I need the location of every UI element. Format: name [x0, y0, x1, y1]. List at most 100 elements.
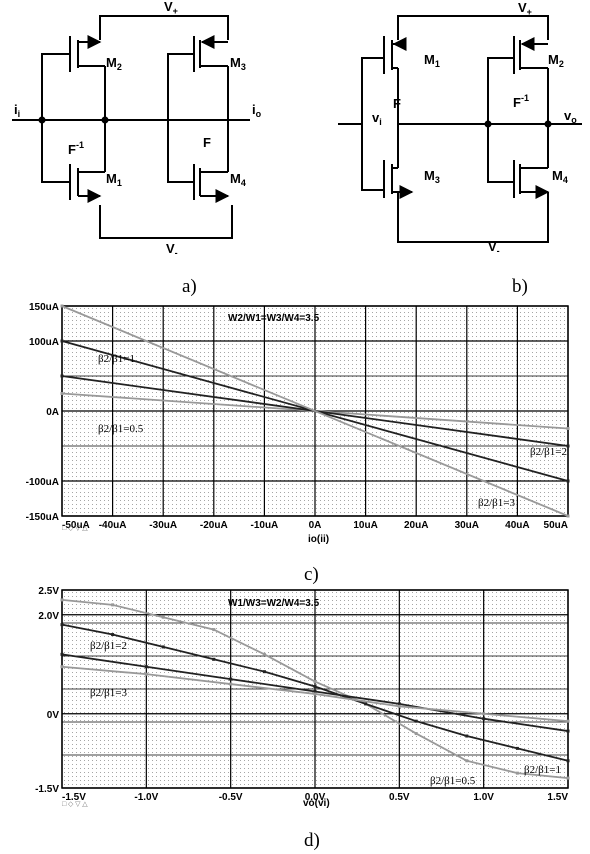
- plot-c-series-point: [566, 444, 570, 448]
- plot-d-series-point: [566, 719, 570, 723]
- caption-c: c): [304, 564, 319, 585]
- b-m3-label: M3: [424, 168, 440, 185]
- circuit-a: [12, 15, 250, 239]
- b-m1-label: M1: [424, 52, 440, 69]
- plot-d-series-point: [60, 598, 64, 602]
- caption-b: b): [512, 276, 528, 297]
- plot-d-series-point: [566, 729, 570, 733]
- plot-c-x-tick-label: 40uA: [505, 520, 529, 531]
- plot-d-series-point: [161, 645, 165, 649]
- plot-d-series-point: [313, 685, 317, 689]
- b-block-right-label: F-1: [513, 93, 529, 110]
- plot-d-series-point: [229, 682, 233, 686]
- plot-d-series-point: [566, 759, 570, 763]
- plot-d-series-point: [397, 702, 401, 706]
- plot-c-series-point: [566, 479, 570, 483]
- plot-c-xlabel: io(ii): [308, 534, 329, 545]
- plot-d-series-point: [60, 665, 64, 669]
- plot-d-series-point: [465, 759, 469, 763]
- plot-c-y-tick-label: 100uA: [29, 337, 59, 348]
- plot-d-series-point: [144, 665, 148, 669]
- plot-d-ann-2: β2/β1=2: [90, 640, 127, 652]
- plot-d-series-point: [364, 702, 368, 706]
- plot-d-title: W1/W3=W2/W4=3.5: [228, 598, 320, 609]
- circuit-b: [338, 15, 582, 243]
- plot-d-series-point: [482, 712, 486, 716]
- node-dot-a2: [101, 116, 109, 124]
- plot-d-series-point: [212, 628, 216, 632]
- plot-c-series-point: [60, 339, 64, 343]
- plot-d-ann-3: β2/β1=3: [90, 687, 127, 699]
- node-dot-b1: [484, 120, 492, 128]
- plot-d-x-tick-label: 0.0V: [305, 792, 326, 803]
- plot-c-x-tick-label: -20uA: [200, 520, 228, 531]
- a-m1-label: M1: [106, 171, 122, 188]
- plot-c-series-line: [61, 305, 569, 517]
- a-m3-label: M3: [230, 55, 246, 72]
- plot-d-series-point: [161, 615, 165, 619]
- plot-d-x-tick-label: 1.5V: [547, 792, 568, 803]
- plot-c-x-tick-label: 30uA: [455, 520, 479, 531]
- b-vminus-label: V-: [488, 239, 500, 256]
- plot-d-y-tick-label: 0V: [47, 710, 60, 721]
- plot-d-x-tick-label: -1.0V: [134, 792, 158, 803]
- plot-d-series-point: [60, 623, 64, 627]
- plot-c-x-tick-label: 50uA: [544, 520, 568, 531]
- plot-c-ann-2: β2/β1=2: [530, 446, 567, 458]
- plot-c-x-tick-label: 10uA: [353, 520, 377, 531]
- plot-c-series-point: [60, 392, 64, 395]
- plot-c-y-tick-label: 150uA: [29, 302, 59, 313]
- a-output-label: io: [252, 102, 262, 119]
- plot-c-x-tick-label: -40uA: [99, 520, 127, 531]
- plot-c-x-tick-label: -10uA: [251, 520, 279, 531]
- caption-a: a): [182, 276, 197, 297]
- a-input-label: ii: [14, 102, 20, 119]
- plot-d-series-point: [414, 732, 418, 736]
- plot-d-series-point: [212, 657, 216, 661]
- plot-d-series-point: [229, 677, 233, 681]
- plot-d-series-point: [60, 652, 64, 656]
- plot-c-y-tick-label: 0A: [46, 407, 59, 418]
- b-block-left-label: F: [393, 96, 401, 111]
- plot-d-x-tick-label: -0.5V: [219, 792, 243, 803]
- plot-d-x-tick-label: 1.0V: [473, 792, 494, 803]
- plot-c-ann-3: β2/β1=3: [478, 497, 515, 509]
- plot-d-x-tick-label: 0.5V: [389, 792, 410, 803]
- b-input-label: vi: [372, 110, 382, 127]
- plot-c-x-tick-label: -30uA: [149, 520, 177, 531]
- b-output-label: vo: [564, 108, 577, 125]
- a-block-left-label: F-1: [68, 140, 84, 157]
- plot-d-series-point: [414, 719, 418, 723]
- plot-d-series-point: [465, 734, 469, 738]
- plot-d-series-point: [515, 771, 519, 775]
- plot-d-series-point: [313, 689, 317, 693]
- plot-c-legend-marks: □ ◇ ▽ △: [62, 524, 88, 532]
- b-m4-label: M4: [552, 168, 568, 185]
- plot-c-series-point: [60, 374, 64, 378]
- plot-c: -50uA -40uA -30uA -20uA -10uA 0A 10uA 20uA 30uA 4…: [26, 302, 570, 531]
- plot-c-series-point: [566, 514, 570, 518]
- plot-c-frame: [61, 305, 569, 517]
- plot-d: -1.5V -1.0V -0.5V 0.0V 0.5V 1.0V 1.5V 2.5V 2.0V 0…: [35, 586, 570, 803]
- plot-d-series-point: [144, 672, 148, 676]
- plot-d-y-tick-label: -1.5V: [35, 784, 59, 795]
- plot-d-series-point: [111, 603, 115, 607]
- plot-d-series-point: [111, 633, 115, 637]
- plot-c-ann-1: β2/β1=1: [98, 353, 135, 365]
- plot-d-series-point: [397, 704, 401, 708]
- plot-d-legend-marks: □ ◇ ▽ △: [62, 800, 88, 808]
- a-vminus-label: V-: [166, 241, 178, 258]
- plot-c-ann-05: β2/β1=0.5: [98, 423, 144, 435]
- plot-c-y-tick-label: -100uA: [26, 477, 59, 488]
- plot-c-series-point: [566, 427, 570, 430]
- a-block-right-label: F: [203, 135, 211, 150]
- plot-d-series-point: [566, 776, 570, 780]
- plot-c-y-tick-label: -150uA: [26, 512, 59, 523]
- plot-d-series-point: [313, 692, 317, 696]
- plot-d-series-point: [313, 680, 317, 684]
- plot-d-ann-1: β2/β1=1: [524, 764, 561, 776]
- a-m2-label: M2: [106, 55, 122, 72]
- plot-d-y-tick-label: 2.0V: [38, 611, 59, 622]
- plot-d-series-point: [482, 717, 486, 721]
